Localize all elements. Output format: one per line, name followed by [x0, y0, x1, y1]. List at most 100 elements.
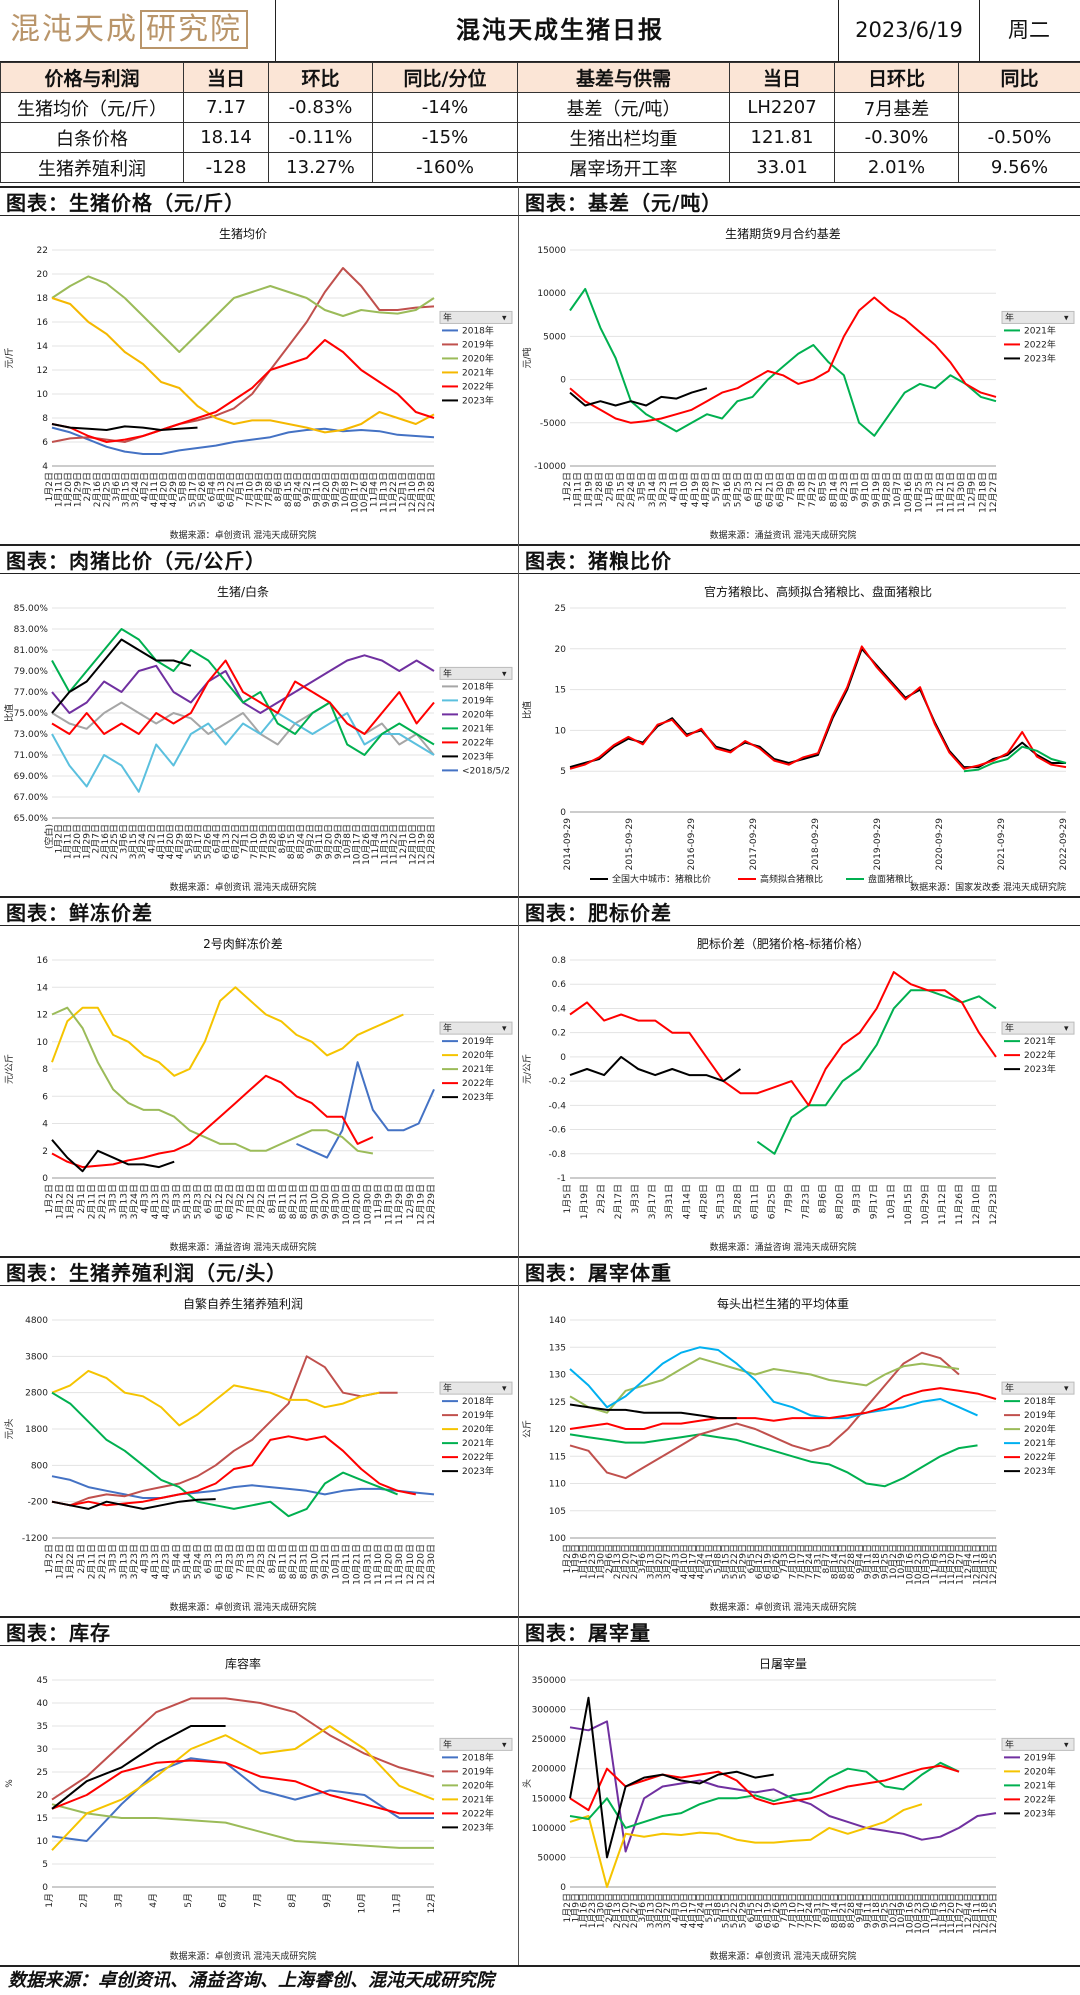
y-tick-label: 30	[37, 1745, 49, 1755]
x-tick-label: 10月9日	[896, 1544, 907, 1579]
filter-icon: ▾	[502, 1740, 507, 1750]
y-tick-label: 0	[560, 808, 566, 818]
legend-header	[439, 666, 513, 680]
y-tick-label: -0.2	[548, 1077, 566, 1087]
summary-cell: 基差（元/吨）	[517, 92, 730, 123]
legend-entry: 2020年	[462, 1049, 494, 1061]
x-tick-label: 3月6日	[111, 472, 122, 501]
x-tick-label: 12月30日	[426, 1544, 437, 1585]
chart-title: 自繁自养生猪养殖利润	[183, 1296, 303, 1311]
legend-entry: 2021年	[462, 722, 494, 734]
y-axis-label: 元/头	[4, 1418, 15, 1439]
x-tick-label: 4月2日	[140, 472, 151, 501]
legend-entry: 2020年	[462, 708, 494, 720]
series-line	[569, 387, 708, 407]
legend-title: 年	[443, 1382, 452, 1394]
x-tick-label: 2月11日	[86, 1544, 97, 1579]
x-tick-label: 7月22日	[256, 1184, 267, 1219]
x-tick-label: 5月8日	[712, 1893, 723, 1922]
x-tick-label: 10月2日	[888, 1893, 899, 1928]
x-tick-label: 9月19日	[871, 472, 882, 507]
x-tick-label: 5月14日	[182, 1544, 193, 1579]
summary-header-cell: 同比/分位	[372, 62, 518, 93]
x-tick-label: 8月6日	[277, 824, 288, 853]
y-tick-label: 18	[37, 294, 49, 304]
x-tick-label: 1月22日	[65, 1184, 76, 1219]
series-line	[51, 1391, 398, 1518]
chart-hog-grain-ratio: 官方猪粮比、高频拟合猪粮比、盘面猪粮比 比值 0 5 10 15 20 25 2014-09-2…	[518, 574, 1080, 896]
filter-icon: ▾	[1064, 1740, 1069, 1750]
x-tick-label: 8月15日	[283, 472, 294, 507]
filter-icon: ▾	[502, 669, 507, 679]
x-tick-label: 3月6日	[637, 1893, 648, 1922]
legend-entry: 2019年	[1024, 1751, 1056, 1763]
chart-source: 数据来源：涌益咨询 混沌天成研究院	[170, 1241, 317, 1253]
series-line	[51, 1725, 435, 1851]
x-tick-label: 6月12日	[754, 1893, 765, 1928]
x-tick-label: 2月6日	[605, 472, 616, 501]
x-tick-label: 6月13日	[214, 1544, 225, 1579]
x-tick-label: 7月31日	[813, 1544, 824, 1579]
x-tick-label: 8月5日	[818, 472, 829, 501]
y-tick-label: -1200	[22, 1534, 48, 1544]
x-tick-label: 3月20日	[654, 1544, 665, 1579]
x-tick-label: 10月16日	[904, 1544, 915, 1585]
y-tick-label: 130	[549, 1371, 566, 1381]
legend-entry: 2020年	[1024, 1765, 1056, 1777]
summary-header-cell: 同比	[958, 62, 1080, 93]
summary-row: 生猪均价（元/斤） 7.17 -0.83% -14% 基差（元/吨） LH220…	[0, 92, 1080, 123]
chart-slaughter-weight: 每头出栏生猪的平均体重 公斤 100 105 110 115 120 125 130 135 140…	[518, 1286, 1080, 1616]
series-line	[51, 1475, 435, 1499]
x-tick-label: 6月13日	[221, 824, 232, 859]
x-tick-label: 4月17日	[687, 1893, 698, 1928]
x-tick-label: 3月13日	[118, 1544, 129, 1579]
x-tick-label: 3月23日	[129, 1544, 140, 1579]
x-tick-label: 3月20日	[654, 1893, 665, 1928]
x-tick-label: 7月23日	[256, 1544, 267, 1579]
summary-header-cell: 环比	[268, 62, 373, 93]
x-tick-label: 6月3日	[743, 472, 754, 501]
x-tick-label: 2月21日	[97, 1184, 108, 1219]
chart-title: 日屠宰量	[759, 1656, 807, 1671]
x-tick-label: 1月20日	[72, 824, 83, 859]
legend-entry: 2019年	[462, 1035, 494, 1047]
chart-svg: 肥标价差（肥猪价格-标猪价格） 元/公斤 -1 -0.8 -0.6 -0.4 -0.2 0 0.…	[522, 936, 1075, 1253]
y-tick-label: -0.6	[548, 1126, 566, 1136]
x-tick-label: 9月10日	[309, 1184, 320, 1219]
x-tick-label: 11月6日	[930, 1544, 941, 1579]
x-tick-label: 2022-09-29	[1059, 818, 1069, 871]
x-tick-label: 4月1日	[669, 472, 680, 501]
x-tick-label: 9月18日	[871, 1893, 882, 1928]
x-tick-label: 10月23日	[913, 1544, 924, 1585]
section-title-fresh-frozen-spread: 图表：鲜冻价差	[0, 896, 518, 926]
x-tick-label: 8月11日	[277, 1184, 288, 1219]
x-tick-label: 11月21日	[945, 472, 956, 513]
x-tick-label: 2月25日	[109, 824, 120, 859]
series-line	[756, 989, 997, 1155]
legend-entry: 2022年	[462, 1077, 494, 1089]
x-tick-label: 12月27日	[988, 472, 999, 513]
x-tick-label: 12月23日	[988, 1184, 999, 1225]
x-tick-label: 9月4日	[854, 1893, 865, 1922]
y-tick-label: 200000	[532, 1765, 567, 1775]
y-tick-label: 20	[555, 645, 567, 655]
chart-source: 数据来源：卓创资讯 混沌天成研究院	[170, 1601, 317, 1613]
y-tick-label: 15	[555, 686, 566, 696]
legend-entry: 2019年	[462, 694, 494, 706]
x-tick-label: 3月24日	[137, 824, 148, 859]
legend-header	[439, 1021, 513, 1035]
legend-entry: 2022年	[462, 1451, 494, 1463]
series-line	[51, 1074, 374, 1169]
x-tick-label: 8月1日	[267, 1184, 278, 1213]
summary-cell: 33.01	[729, 152, 835, 183]
x-tick-label: 11月13日	[938, 1544, 949, 1585]
x-tick-label: 11月22日	[389, 824, 400, 865]
legend-entry: 盘面猪粮比	[868, 873, 913, 885]
x-tick-label: 4月24日	[696, 1893, 707, 1928]
x-tick-label: 12月1日	[398, 824, 409, 859]
summary-cell: -0.83%	[268, 92, 373, 123]
y-tick-label: -200	[28, 1498, 49, 1508]
x-tick-label: 12月11日	[971, 1893, 982, 1934]
legend-entry: 2023年	[1024, 352, 1056, 364]
